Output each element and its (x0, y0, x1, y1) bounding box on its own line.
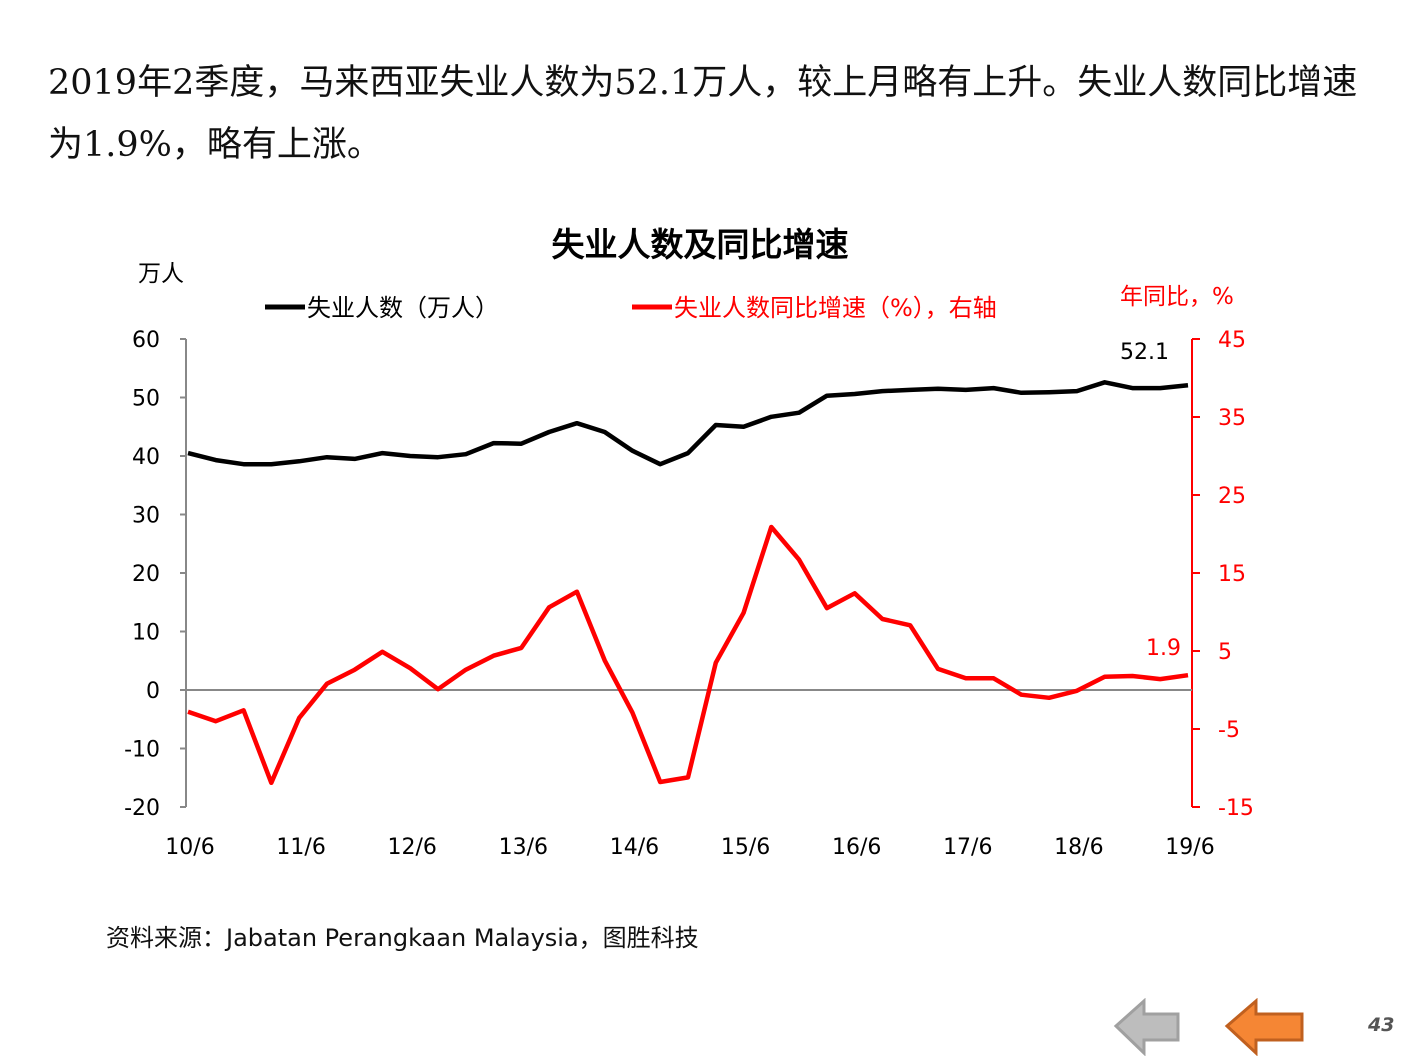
x-tick-label: 16/6 (832, 835, 881, 860)
left-tick-label: -10 (124, 738, 160, 763)
legend-label-yoy: 失业人数同比增速（%），右轴 (674, 294, 997, 322)
x-tick-label: 19/6 (1165, 835, 1214, 860)
left-tick-label: 50 (132, 387, 160, 412)
left-tick-label: -20 (124, 796, 160, 821)
x-tick-label: 15/6 (721, 835, 770, 860)
source-note: 资料来源：Jabatan Perangkaan Malaysia，图胜科技 (106, 924, 699, 952)
arrow-left-gray-icon[interactable] (1112, 998, 1184, 1056)
right-tick-label: 25 (1218, 484, 1246, 509)
right-tick-label: 5 (1218, 640, 1232, 665)
annotation-last-unemployed: 52.1 (1120, 340, 1169, 365)
right-axis-unit: 年同比，% (1120, 284, 1234, 310)
arrow-left-orange-icon[interactable] (1222, 998, 1308, 1056)
right-tick-label: -15 (1218, 796, 1254, 821)
page-number: 43 (1368, 1014, 1395, 1036)
x-tick-label: 10/6 (165, 835, 214, 860)
left-tick-label: 20 (132, 562, 160, 587)
x-tick-label: 14/6 (610, 835, 659, 860)
series-line-unemployed (187, 380, 1189, 467)
left-tick-label: 60 (132, 328, 160, 353)
annotation-last-yoy: 1.9 (1146, 636, 1181, 661)
left-tick-label: 40 (132, 445, 160, 470)
x-tick-label: 13/6 (499, 835, 548, 860)
series-line-yoy (187, 524, 1189, 786)
x-tick-label: 18/6 (1054, 835, 1103, 860)
left-tick-label: 0 (146, 679, 160, 704)
headline-text: 2019年2季度，马来西亚失业人数为52.1万人，较上月略有上升。失业人数同比增… (48, 63, 1358, 165)
x-tick-label: 17/6 (943, 835, 992, 860)
x-tick-label: 11/6 (276, 835, 325, 860)
x-tick-label: 12/6 (388, 835, 437, 860)
legend-label-unemployed: 失业人数（万人） (307, 294, 499, 322)
right-tick-label: 15 (1218, 562, 1246, 587)
chart-title: 失业人数及同比增速 (552, 225, 849, 264)
right-tick-label: 35 (1218, 406, 1246, 431)
left-axis-unit: 万人 (138, 261, 184, 287)
left-tick-label: 30 (132, 504, 160, 529)
right-tick-label: -5 (1218, 718, 1240, 743)
left-tick-label: 10 (132, 621, 160, 646)
right-tick-label: 45 (1218, 328, 1246, 353)
